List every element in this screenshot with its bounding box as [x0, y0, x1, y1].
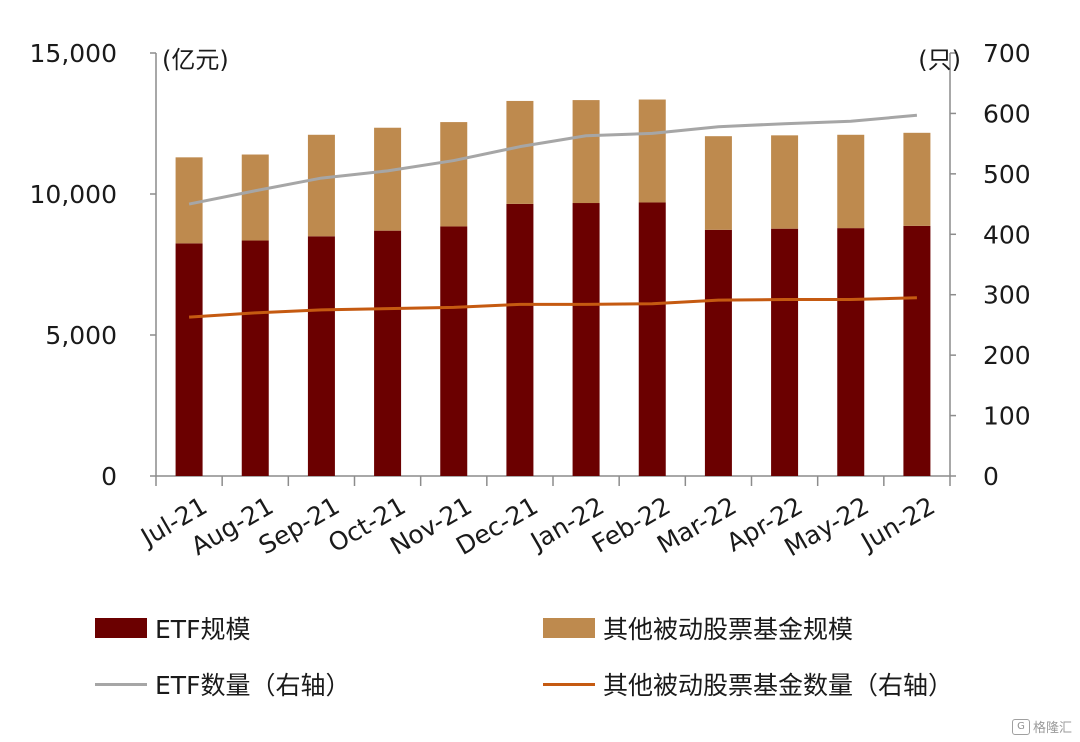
bar-etf-scale	[771, 228, 799, 476]
right-axis-tick-label: 600	[983, 99, 1031, 128]
legend-item-etf-count: ETF数量（右轴）	[95, 666, 350, 702]
left-axis-tick-label: 0	[101, 462, 117, 491]
left-axis-tick-label: 15,000	[30, 39, 117, 68]
bar-etf-scale	[307, 236, 335, 476]
legend-swatch-other-count	[543, 682, 595, 686]
bar-other-scale	[241, 154, 269, 241]
bars	[175, 99, 931, 477]
bar-etf-scale	[903, 225, 931, 476]
legend-label-other-count: 其他被动股票基金数量（右轴）	[603, 671, 954, 700]
line-etf-count	[188, 113, 918, 206]
bar-other-scale	[506, 100, 534, 204]
right-axis-tick-label: 400	[983, 220, 1031, 249]
legend-item-other-scale: 其他被动股票基金规模	[543, 610, 853, 646]
right-axis-tick-label: 200	[983, 341, 1031, 370]
x-axis-category-label: Jun-22	[854, 491, 939, 557]
bar-etf-scale	[374, 230, 402, 476]
bar-other-scale	[837, 134, 865, 229]
bar-other-scale	[374, 127, 402, 231]
left-axis-tick-label: 5,000	[45, 321, 117, 350]
right-axis-tick-label: 100	[983, 402, 1031, 431]
watermark-text: 格隆汇	[1032, 721, 1072, 736]
line-other-count	[188, 296, 917, 319]
bar-other-scale	[175, 157, 203, 244]
bar-etf-scale	[175, 243, 203, 476]
right-axis-unit-label: (只)	[918, 46, 961, 74]
legend-label-etf-count: ETF数量（右轴）	[155, 671, 351, 700]
lines	[188, 113, 918, 319]
bar-other-scale	[307, 134, 335, 237]
bar-etf-scale	[572, 203, 600, 477]
bar-other-scale	[771, 135, 799, 229]
legend-item-other-count: 其他被动股票基金数量（右轴）	[543, 666, 953, 702]
bar-other-scale	[638, 99, 666, 203]
legend-swatch-etf-scale	[95, 618, 147, 638]
bar-etf-scale	[241, 240, 269, 476]
bar-etf-scale	[837, 228, 865, 476]
left-axis-unit-label: (亿元)	[162, 46, 229, 74]
right-axis-tick-label: 500	[983, 160, 1031, 189]
bar-etf-scale	[638, 202, 666, 476]
bar-other-scale	[903, 132, 931, 226]
bar-etf-scale	[506, 203, 534, 476]
bar-other-scale	[440, 122, 468, 227]
right-axis-tick-label: 300	[983, 281, 1031, 310]
legend-item-etf-scale: ETF规模	[95, 610, 250, 646]
left-axis-tick-label: 10,000	[30, 180, 117, 209]
right-axis-tick-label: 700	[983, 39, 1031, 68]
legend-swatch-other-scale	[543, 618, 595, 638]
bar-other-scale	[704, 136, 732, 230]
gelonghui-logo-icon: G	[1011, 718, 1030, 735]
watermark: G 格隆汇	[1011, 717, 1072, 736]
axes	[150, 52, 956, 486]
legend-swatch-etf-count	[95, 682, 147, 686]
bar-etf-scale	[440, 226, 468, 476]
legend-label-other-scale: 其他被动股票基金规模	[603, 615, 854, 644]
bar-etf-scale	[704, 229, 732, 476]
bar-other-scale	[572, 100, 600, 204]
legend-label-etf-scale: ETF规模	[155, 615, 251, 644]
right-axis-tick-label: 0	[983, 462, 999, 491]
